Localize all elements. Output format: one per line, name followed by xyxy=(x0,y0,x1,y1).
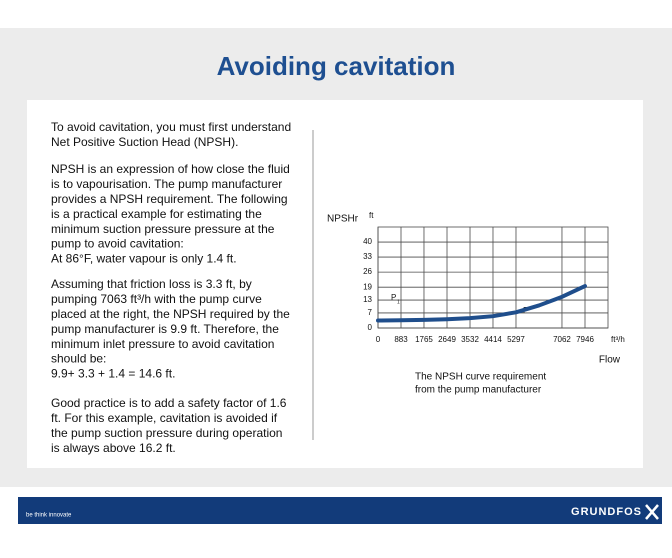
body-line: placed at the right, the NPSH required b… xyxy=(51,307,290,321)
brand-logo: GRUNDFOS xyxy=(571,506,642,518)
content-panel xyxy=(27,100,643,468)
y-axis-unit: ft xyxy=(369,211,374,220)
body-line: provides a NPSH requirement. The followi… xyxy=(51,192,288,206)
chart-caption: The NPSH curve requirement xyxy=(415,372,546,383)
y-tick-label: 7 xyxy=(368,308,373,317)
body-line: pump to avoid cavitation: xyxy=(51,237,184,251)
body-line: ft. For this example, cavitation is avoi… xyxy=(51,411,278,425)
y-tick-label: 13 xyxy=(363,295,372,304)
y-tick-label: 40 xyxy=(363,237,372,246)
y-tick-label: 26 xyxy=(363,267,372,276)
footer-bar xyxy=(18,497,662,524)
body-line: is a practical example for estimating th… xyxy=(51,207,262,221)
x-tick-label: 4414 xyxy=(484,335,502,344)
body-line: NPSH is an expression of how close the f… xyxy=(51,162,290,176)
x-tick-label: 1765 xyxy=(415,335,433,344)
x-tick-label: 5297 xyxy=(507,335,525,344)
body-line: is to vapourisation. The pump manufactur… xyxy=(51,177,282,191)
y-tick-label: 19 xyxy=(363,282,372,291)
footer-tagline: be think innovate xyxy=(26,513,72,519)
body-line: Good practice is to add a safety factor … xyxy=(51,396,287,410)
body-line: the pump suction pressure during operati… xyxy=(51,426,282,440)
x-tick-label: 7062 xyxy=(553,335,571,344)
body-line: pump manufacturer is 9.9 ft. Therefore, … xyxy=(51,322,279,336)
y-tick-label: 33 xyxy=(363,252,372,261)
x-axis-unit: ft³/h xyxy=(611,335,625,344)
body-line: is always above 16.2 ft. xyxy=(51,441,176,455)
x-tick-label: 3532 xyxy=(461,335,479,344)
body-line: pumping 7063 ft³/h with the pump curve xyxy=(51,292,262,306)
body-line: Assuming that friction loss is 3.3 ft, b… xyxy=(51,277,252,291)
body-line: To avoid cavitation, you must first unde… xyxy=(51,120,291,134)
y-axis-label: NPSHr xyxy=(327,214,359,225)
body-line: At 86°F, water vapour is only 1.4 ft. xyxy=(51,252,237,266)
body-line: minimum inlet pressure to avoid cavitati… xyxy=(51,337,274,351)
chart-caption: from the pump manufacturer xyxy=(415,385,542,396)
brand-mark xyxy=(645,504,659,520)
x-tick-label: 0 xyxy=(376,335,381,344)
y-tick-label: 0 xyxy=(368,323,373,332)
point-label-sub: 1 xyxy=(397,299,400,305)
point-label: P xyxy=(391,293,396,302)
body-line: Net Positive Suction Head (NPSH). xyxy=(51,135,238,149)
x-tick-label: 7946 xyxy=(576,335,594,344)
x-tick-label: 883 xyxy=(394,335,408,344)
slide-title: Avoiding cavitation xyxy=(217,51,456,81)
x-tick-label: 2649 xyxy=(438,335,456,344)
x-axis-label: Flow xyxy=(599,355,621,366)
npsh-curve xyxy=(376,284,587,323)
body-line: minimum suction pressure pressure at the xyxy=(51,222,275,236)
body-line: should be: xyxy=(51,352,106,366)
body-line: 9.9+ 3.3 + 1.4 = 14.6 ft. xyxy=(51,367,175,381)
